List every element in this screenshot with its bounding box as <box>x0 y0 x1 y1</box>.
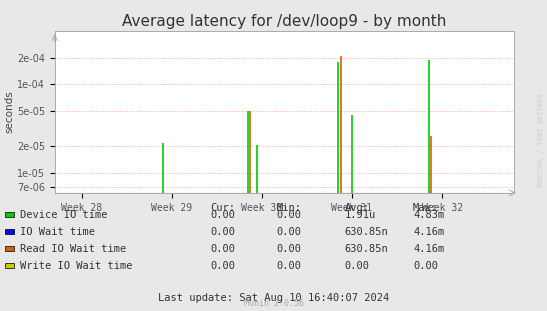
Text: Min:: Min: <box>276 203 301 213</box>
Text: 630.85n: 630.85n <box>345 244 388 254</box>
Text: 0.00: 0.00 <box>211 244 236 254</box>
Text: Max:: Max: <box>413 203 438 213</box>
Text: Device IO time: Device IO time <box>20 210 107 220</box>
Text: IO Wait time: IO Wait time <box>20 227 95 237</box>
Text: Read IO Wait time: Read IO Wait time <box>20 244 126 254</box>
Text: RRDTOOL / TOBI OETIKER: RRDTOOL / TOBI OETIKER <box>538 93 544 187</box>
Text: 0.00: 0.00 <box>276 227 301 237</box>
Text: 0.00: 0.00 <box>276 244 301 254</box>
Text: Last update: Sat Aug 10 16:40:07 2024: Last update: Sat Aug 10 16:40:07 2024 <box>158 293 389 303</box>
Text: 0.00: 0.00 <box>345 261 370 271</box>
Text: 4.16m: 4.16m <box>413 227 444 237</box>
Text: 0.00: 0.00 <box>276 210 301 220</box>
Text: 4.83m: 4.83m <box>413 210 444 220</box>
Text: 0.00: 0.00 <box>211 210 236 220</box>
Text: 0.00: 0.00 <box>276 261 301 271</box>
Text: 0.00: 0.00 <box>413 261 438 271</box>
Y-axis label: seconds: seconds <box>4 91 14 133</box>
Text: 0.00: 0.00 <box>211 261 236 271</box>
Text: Munin 2.0.56: Munin 2.0.56 <box>243 299 304 308</box>
Text: 4.16m: 4.16m <box>413 244 444 254</box>
Text: 1.91u: 1.91u <box>345 210 376 220</box>
Text: Write IO Wait time: Write IO Wait time <box>20 261 132 271</box>
Title: Average latency for /dev/loop9 - by month: Average latency for /dev/loop9 - by mont… <box>122 14 447 29</box>
Text: 630.85n: 630.85n <box>345 227 388 237</box>
Text: 0.00: 0.00 <box>211 227 236 237</box>
Text: Avg:: Avg: <box>345 203 370 213</box>
Text: Cur:: Cur: <box>211 203 236 213</box>
